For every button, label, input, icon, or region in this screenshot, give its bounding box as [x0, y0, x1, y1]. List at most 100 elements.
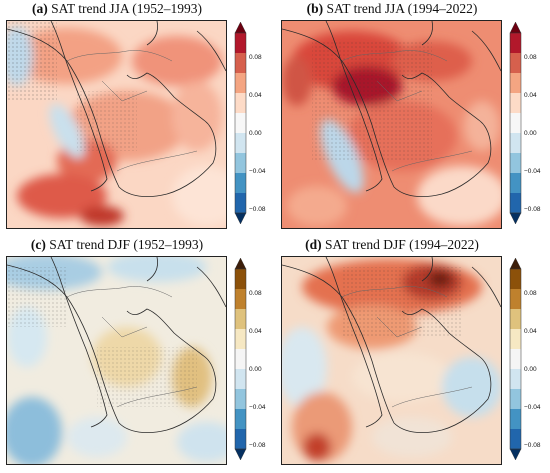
panel-title-text: SAT trend DJF (1994–2022): [324, 237, 479, 252]
colorbar-swatch: [510, 113, 521, 134]
colorbar-swatch: [235, 193, 246, 214]
colorbar-swatch: [510, 429, 521, 450]
tick-label: −0.04: [524, 168, 541, 175]
colorbar-swatch: [510, 289, 521, 310]
colorbar-swatch: [510, 329, 521, 350]
map-frame: [281, 20, 502, 229]
tick-label: 0.08: [249, 54, 262, 61]
colorbar-swatch: [510, 173, 521, 194]
colorbar-swatch: [235, 349, 246, 370]
tick-label: 0.04: [249, 92, 262, 99]
colorbar-extend-top: [234, 21, 247, 34]
colorbar-swatch: [235, 113, 246, 134]
trend-map: [7, 21, 226, 228]
colorbar: 0.08 0.04 0.00 −0.04 −0.08: [234, 21, 266, 225]
colorbar-swatch: [235, 289, 246, 310]
colorbar-ticks: 0.08 0.04 0.00 −0.04 −0.08: [249, 290, 266, 449]
panel-letter: (a): [31, 1, 48, 16]
tick-label: 0.08: [524, 54, 537, 61]
colorbar: 0.08 0.04 0.00 −0.04 −0.08: [509, 21, 541, 225]
panel-d: (d) SAT trend DJF (1994–2022): [275, 236, 550, 472]
panel-title-text: SAT trend JJA (1952–1993): [51, 1, 202, 16]
panel-c: (c) SAT trend DJF (1952–1993): [0, 236, 275, 472]
colorbar-swatch: [235, 153, 246, 174]
colorbar-swatches: [234, 21, 247, 225]
colorbar-swatch: [235, 53, 246, 74]
colorbar-outline: [509, 32, 522, 214]
colorbar-swatch: [510, 153, 521, 174]
colorbar-swatch: [510, 409, 521, 430]
tick-label: −0.08: [524, 442, 541, 449]
borders: [66, 50, 198, 172]
colorbar-swatch: [235, 269, 246, 290]
colorbar-ticks: 0.08 0.04 0.00 −0.04 −0.08: [524, 290, 541, 449]
coastlines: [282, 257, 501, 434]
colorbar-swatches: [234, 257, 247, 461]
coastlines: [282, 21, 501, 198]
tick-label: −0.04: [249, 404, 266, 411]
colorbar-swatch: [510, 193, 521, 214]
colorbar-swatch: [235, 369, 246, 390]
colorbar-swatch: [235, 389, 246, 410]
tick-label: 0.08: [249, 290, 262, 297]
colorbar: 0.08 0.04 0.00 −0.04 −0.08: [509, 257, 541, 461]
colorbar-swatch: [235, 429, 246, 450]
coastlines: [7, 21, 226, 198]
colorbar-swatch: [235, 73, 246, 94]
borders: [341, 286, 473, 408]
colorbar-extend-top: [509, 257, 522, 270]
panel-title: (c) SAT trend DJF (1952–1993): [8, 237, 226, 253]
tick-label: 0.08: [524, 290, 537, 297]
tick-label: −0.08: [524, 206, 541, 213]
borders: [66, 286, 198, 408]
tick-label: −0.04: [524, 404, 541, 411]
colorbar-swatches: [509, 257, 522, 461]
tick-label: 0.04: [524, 328, 537, 335]
tick-label: 0.04: [524, 92, 537, 99]
map-frame: [6, 256, 227, 465]
colorbar-swatch: [510, 53, 521, 74]
trend-field: [7, 26, 226, 226]
panel-title: (b) SAT trend JJA (1994–2022): [283, 1, 501, 17]
panel-letter: (d): [305, 237, 322, 252]
panel-b: (b) SAT trend JJA (1994–2022): [275, 0, 550, 236]
colorbar-swatch: [510, 269, 521, 290]
colorbar-extend-bottom: [234, 448, 247, 461]
panel-letter: (c): [30, 237, 46, 252]
colorbar-extend-top: [234, 257, 247, 270]
colorbar-swatch: [235, 173, 246, 194]
panel-a: (a) SAT trend JJA (1952–1993): [0, 0, 275, 236]
colorbar-extend-bottom: [509, 212, 522, 225]
tick-label: −0.04: [249, 168, 266, 175]
panel-title-text: SAT trend DJF (1952–1993): [49, 237, 204, 252]
colorbar-outline: [234, 32, 247, 214]
tick-label: 0.00: [249, 130, 262, 137]
colorbar-ticks: 0.08 0.04 0.00 −0.04 −0.08: [249, 54, 266, 213]
tick-label: 0.00: [524, 130, 537, 137]
map-frame: [281, 256, 502, 465]
tick-label: 0.00: [524, 366, 537, 373]
panel-title: (d) SAT trend DJF (1994–2022): [283, 237, 501, 253]
colorbar-swatches: [509, 21, 522, 225]
colorbar-swatch: [235, 309, 246, 330]
colorbar-outline: [234, 268, 247, 450]
colorbar-extend-bottom: [234, 212, 247, 225]
tick-label: −0.08: [249, 206, 266, 213]
tick-label: 0.04: [249, 328, 262, 335]
colorbar-swatch: [510, 349, 521, 370]
tick-label: 0.00: [249, 366, 262, 373]
colorbar-swatch: [510, 33, 521, 54]
colorbar-swatch: [235, 409, 246, 430]
colorbar-swatch: [235, 93, 246, 114]
coastlines: [7, 257, 226, 434]
colorbar-swatch: [235, 329, 246, 350]
colorbar-swatch: [510, 309, 521, 330]
tick-label: −0.08: [249, 442, 266, 449]
colorbar-swatch: [510, 93, 521, 114]
colorbar-swatch: [510, 389, 521, 410]
colorbar-outline: [509, 268, 522, 450]
borders: [341, 50, 473, 172]
trend-map: [282, 21, 501, 228]
colorbar-swatch: [510, 133, 521, 154]
colorbar-swatch: [510, 369, 521, 390]
